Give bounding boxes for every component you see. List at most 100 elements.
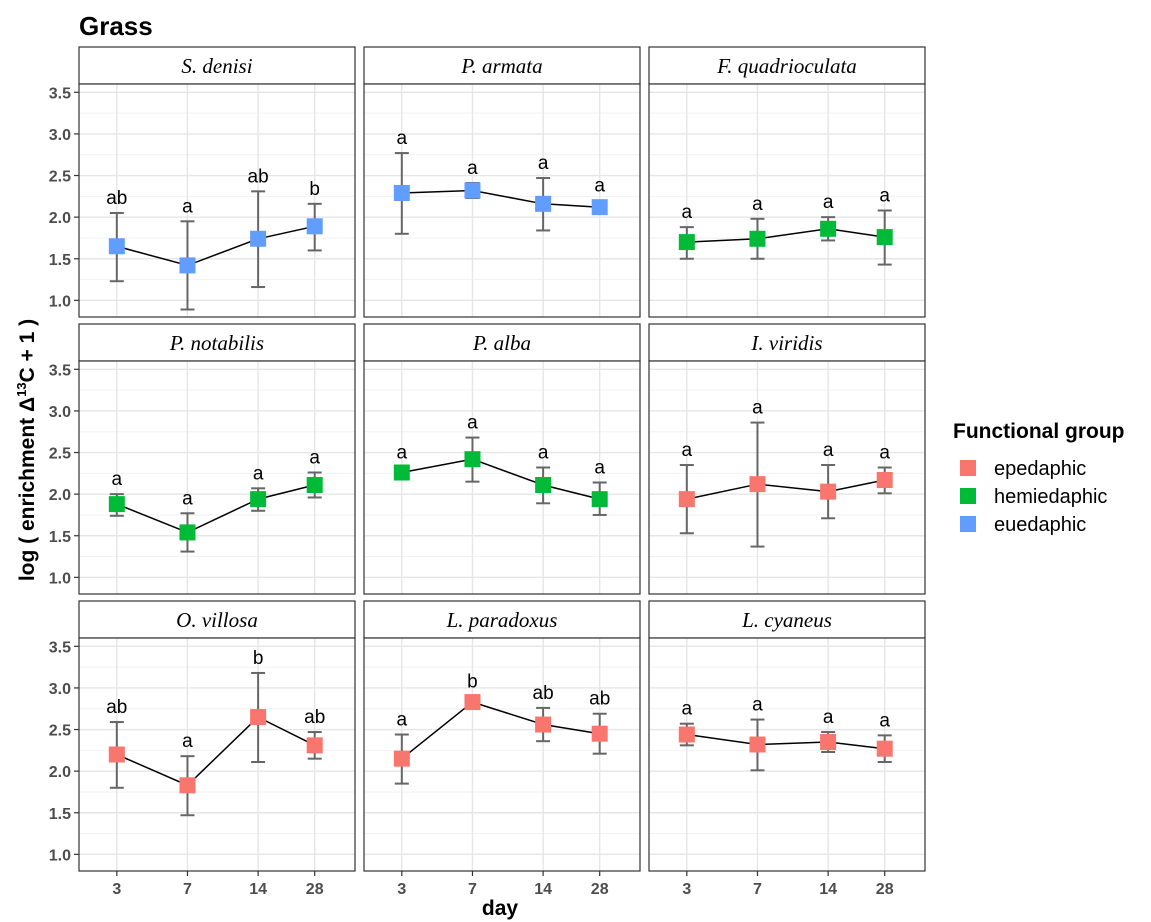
y-tick-label: 1.5	[49, 529, 71, 546]
data-point	[820, 220, 837, 237]
plot-background	[649, 84, 925, 317]
legend-swatch	[960, 460, 976, 476]
panel-border	[78, 637, 356, 872]
y-axis-label-suffix: C + 1 )	[16, 319, 39, 383]
facet-strip	[78, 46, 356, 85]
x-tick-label: 3	[397, 881, 406, 898]
significance-letter: a	[309, 448, 320, 469]
facet-strip	[363, 323, 641, 362]
panel-border	[363, 360, 641, 595]
panel-border	[648, 360, 926, 595]
series-line	[116, 716, 316, 787]
significance-letter: a	[823, 707, 834, 728]
data-point	[820, 483, 837, 500]
legend-swatch	[960, 488, 976, 504]
data-point	[179, 777, 196, 794]
panel-l-cyaneus: L. cyaneus a a a a 3 7 14 28	[648, 600, 926, 898]
data-point	[179, 524, 196, 541]
significance-letter: b	[309, 179, 320, 200]
data-point	[749, 476, 766, 493]
y-tick-label: 1.5	[49, 252, 71, 269]
x-tick-label: 28	[591, 881, 609, 898]
y-tick-label: 2.5	[49, 446, 71, 463]
x-tick-label: 3	[112, 881, 121, 898]
data-point	[393, 750, 410, 767]
data-point	[678, 726, 695, 743]
significance-letter: ab	[533, 683, 554, 704]
facet-strip-label: P. armata	[460, 54, 542, 78]
data-point	[591, 199, 608, 216]
y-tick-label: 3.5	[49, 85, 71, 102]
significance-letter: a	[467, 158, 478, 179]
plot-background	[364, 361, 640, 594]
panel-border	[648, 637, 926, 872]
significance-letter: ab	[106, 697, 127, 718]
y-tick-label: 3.0	[49, 127, 71, 144]
panel-i-viridis: I. viridis a a a a	[648, 323, 926, 595]
panel-border	[363, 83, 641, 318]
panel-p-alba: P. alba a a a a	[363, 323, 641, 595]
series-line	[116, 484, 315, 534]
significance-letter: a	[752, 194, 763, 215]
significance-letter: ab	[106, 188, 127, 209]
significance-letter: b	[253, 648, 264, 669]
facet-strip-label: P. notabilis	[169, 331, 264, 355]
facet-strip	[363, 600, 641, 639]
significance-letter: a	[682, 202, 693, 223]
facet-strip-label: L. cyaneus	[741, 608, 832, 632]
legend-title: Functional group	[953, 420, 1124, 443]
series-line	[401, 701, 600, 760]
legend-label: epedaphic	[994, 458, 1086, 480]
significance-letter: a	[879, 710, 890, 731]
data-point	[306, 218, 323, 235]
significance-letter: a	[879, 443, 890, 464]
significance-letter: a	[879, 185, 890, 206]
y-axis-label-superscript: 13	[14, 382, 29, 396]
significance-letter: b	[467, 671, 478, 692]
significance-letter: a	[752, 695, 763, 716]
y-tick-label: 2.0	[49, 210, 71, 227]
facet-strip-label: S. denisi	[181, 54, 252, 78]
significance-letter: a	[397, 443, 408, 464]
data-point	[250, 491, 267, 508]
x-tick-label: 14	[534, 881, 552, 898]
plot-background	[79, 84, 355, 317]
panel-border	[363, 637, 641, 872]
y-tick-label: 3.5	[49, 362, 71, 379]
significance-letter: a	[538, 443, 549, 464]
x-axis-label: day	[482, 897, 519, 920]
y-tick-label: 2.5	[49, 723, 71, 740]
x-tick-label: 7	[468, 881, 477, 898]
y-tick-label: 3.0	[49, 404, 71, 421]
data-point	[306, 476, 323, 493]
y-axis-label: log ( enrichment Δ13C + 1 )	[14, 319, 39, 581]
significance-letter: a	[182, 488, 193, 509]
data-point	[876, 471, 893, 488]
data-point	[464, 182, 481, 199]
facet-strip-label: O. villosa	[176, 608, 258, 632]
significance-letter: a	[182, 731, 193, 752]
data-point	[749, 736, 766, 753]
series-line	[686, 479, 885, 500]
plot-background	[79, 638, 355, 871]
data-point	[393, 464, 410, 481]
significance-letter: a	[397, 710, 408, 731]
significance-letter: a	[823, 440, 834, 461]
data-point	[179, 257, 196, 274]
data-point	[108, 238, 125, 255]
x-tick-label: 14	[819, 881, 837, 898]
data-point	[591, 725, 608, 742]
data-point	[393, 185, 410, 202]
panel-border	[648, 83, 926, 318]
data-point	[749, 230, 766, 247]
series-line	[686, 228, 885, 243]
data-point	[678, 491, 695, 508]
facet-strip-label: I. viridis	[750, 331, 822, 355]
panel-p-notabilis: P. notabilis a a a a 1.0 1.5 2.0 2.5 3.0 3.5	[49, 323, 356, 595]
data-point	[464, 451, 481, 468]
data-point	[820, 734, 837, 751]
y-tick-label: 2.5	[49, 169, 71, 186]
significance-letter: a	[823, 192, 834, 213]
